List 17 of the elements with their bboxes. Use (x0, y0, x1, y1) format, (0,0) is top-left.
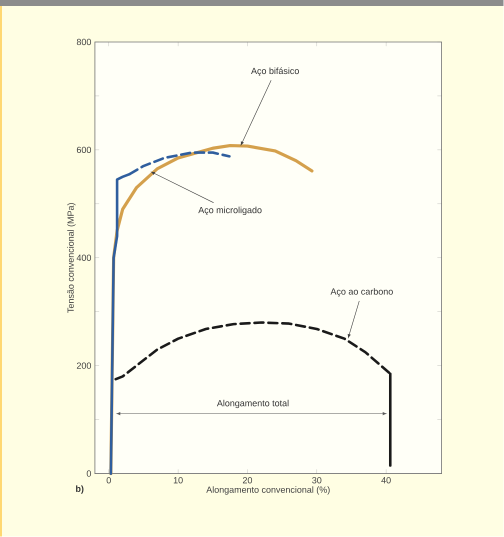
x-tick-label: 40 (382, 477, 391, 484)
annotation: Aço microligado (198, 206, 262, 216)
annotation: Alongamento total (217, 400, 289, 408)
x-tick-label: 30 (312, 477, 322, 484)
y-tick-label: 800 (77, 38, 92, 46)
x-tick-label: 10 (174, 477, 183, 484)
x-tick-label: 0 (106, 477, 112, 484)
y-tick-label: 0 (86, 470, 92, 477)
x-tick-label: 20 (243, 477, 252, 484)
x-axis-title: Alongamento convencional (%) (206, 486, 330, 495)
y-tick-label: 200 (77, 362, 92, 369)
y-axis-title: Tensão convencional (MPa) (67, 203, 76, 313)
annotation: Aço bifásico (251, 67, 300, 76)
text: b) (76, 485, 84, 494)
y-tick-label: 600 (77, 146, 92, 154)
y-tick-label: 400 (76, 254, 92, 261)
annotation: Aço ao carbono (330, 288, 394, 296)
